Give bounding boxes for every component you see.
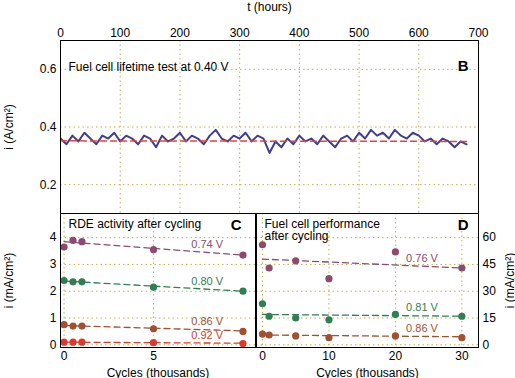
svg-text:200: 200 (170, 26, 190, 40)
svg-text:0.86 V: 0.86 V (191, 315, 223, 327)
svg-text:700: 700 (468, 26, 488, 40)
svg-text:0.6: 0.6 (40, 62, 57, 76)
svg-text:Cycles (thousands): Cycles (thousands) (107, 366, 210, 378)
svg-text:10: 10 (322, 349, 336, 363)
svg-text:0.2: 0.2 (40, 178, 57, 192)
svg-text:C: C (231, 216, 242, 233)
svg-text:0: 0 (259, 349, 266, 363)
svg-text:0.76 V: 0.76 V (406, 252, 438, 264)
svg-text:0.92 V: 0.92 V (191, 329, 223, 341)
svg-text:0: 0 (483, 338, 490, 352)
svg-text:0: 0 (57, 26, 64, 40)
svg-text:300: 300 (230, 26, 250, 40)
svg-text:1: 1 (50, 311, 57, 325)
svg-text:400: 400 (289, 26, 309, 40)
svg-text:i (mA/cm²): i (mA/cm²) (503, 253, 515, 308)
svg-text:B: B (458, 57, 469, 74)
svg-text:30: 30 (455, 349, 469, 363)
svg-text:0.80 V: 0.80 V (191, 275, 223, 287)
svg-text:0.74 V: 0.74 V (191, 238, 223, 250)
svg-text:5: 5 (150, 349, 157, 363)
svg-text:30: 30 (483, 284, 497, 298)
svg-text:RDE activity after cycling: RDE activity after cycling (69, 217, 202, 231)
svg-text:45: 45 (483, 257, 497, 271)
svg-text:i (A/cm²): i (A/cm²) (2, 104, 16, 149)
svg-text:600: 600 (409, 26, 429, 40)
svg-text:4: 4 (50, 230, 57, 244)
svg-text:0: 0 (61, 349, 68, 363)
svg-text:3: 3 (50, 257, 57, 271)
svg-text:500: 500 (349, 26, 369, 40)
svg-text:2: 2 (50, 284, 57, 298)
svg-text:D: D (458, 216, 469, 233)
svg-text:Cycles (thousands): Cycles (thousands) (316, 366, 419, 378)
svg-text:0.86 V: 0.86 V (406, 322, 438, 334)
svg-text:i (mA/cm²): i (mA/cm²) (2, 253, 16, 308)
svg-text:t (hours): t (hours) (247, 0, 292, 14)
svg-text:60: 60 (483, 230, 497, 244)
svg-text:100: 100 (110, 26, 130, 40)
svg-text:15: 15 (483, 311, 497, 325)
svg-text:0.81 V: 0.81 V (406, 301, 438, 313)
svg-text:Fuel cell performanceafter cyc: Fuel cell performanceafter cycling (265, 217, 381, 243)
svg-text:20: 20 (389, 349, 403, 363)
svg-text:0: 0 (50, 338, 57, 352)
svg-text:0.4: 0.4 (40, 120, 57, 134)
svg-text:Fuel cell lifetime test at 0.4: Fuel cell lifetime test at 0.40 V (69, 60, 229, 74)
